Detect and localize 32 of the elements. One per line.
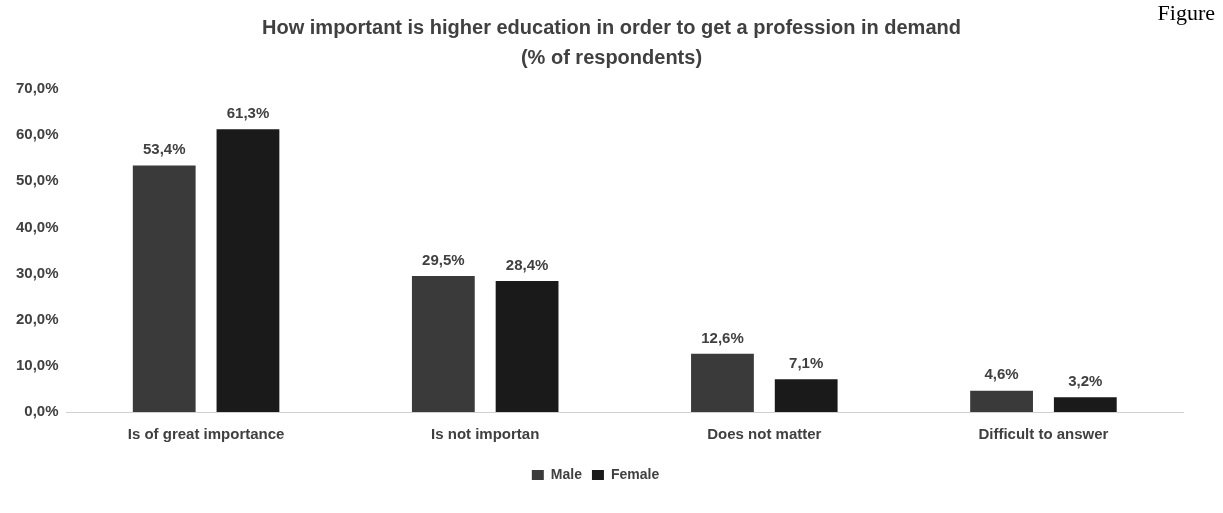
data-label: 29,5%: [422, 250, 465, 268]
y-tick-label: 10,0%: [15, 356, 59, 373]
bar: [132, 165, 196, 412]
data-label: 28,4%: [505, 255, 549, 273]
bar: [411, 275, 475, 412]
y-tick-label: 50,0%: [15, 171, 59, 189]
legend-label: Male: [550, 465, 583, 482]
data-label: 3,2%: [1068, 371, 1103, 389]
y-tick-label: 40,0%: [15, 217, 59, 235]
legend-label: Female: [610, 465, 660, 482]
y-tick-label: 70,0%: [15, 79, 59, 97]
y-tick-label: 20,0%: [15, 309, 59, 327]
data-label: 53,4%: [142, 140, 186, 158]
data-label: 4,6%: [984, 365, 1019, 383]
bar: [495, 280, 559, 412]
y-tick-label: 0,0%: [24, 402, 59, 420]
bar: [216, 129, 280, 412]
data-label: 12,6%: [701, 328, 744, 346]
data-label: 7,1%: [789, 353, 824, 371]
x-tick-label: Is not importan: [431, 425, 540, 443]
x-tick-label: Does not matter: [707, 425, 822, 443]
data-label: 61,3%: [226, 103, 270, 121]
bar: [1053, 397, 1117, 412]
chart-title: How important is higher education in order to get a profession in demand (% of respondents): [261, 15, 962, 70]
x-tick-label: Is of great importance: [127, 425, 285, 443]
y-tick-label: 60,0%: [15, 125, 59, 143]
text: Figure: [1157, 0, 1215, 26]
bar: [774, 379, 838, 412]
x-tick-label: Difficult to answer: [978, 425, 1109, 443]
bar: [691, 353, 754, 412]
bar: [970, 390, 1033, 412]
y-tick-label: 30,0%: [15, 263, 59, 281]
